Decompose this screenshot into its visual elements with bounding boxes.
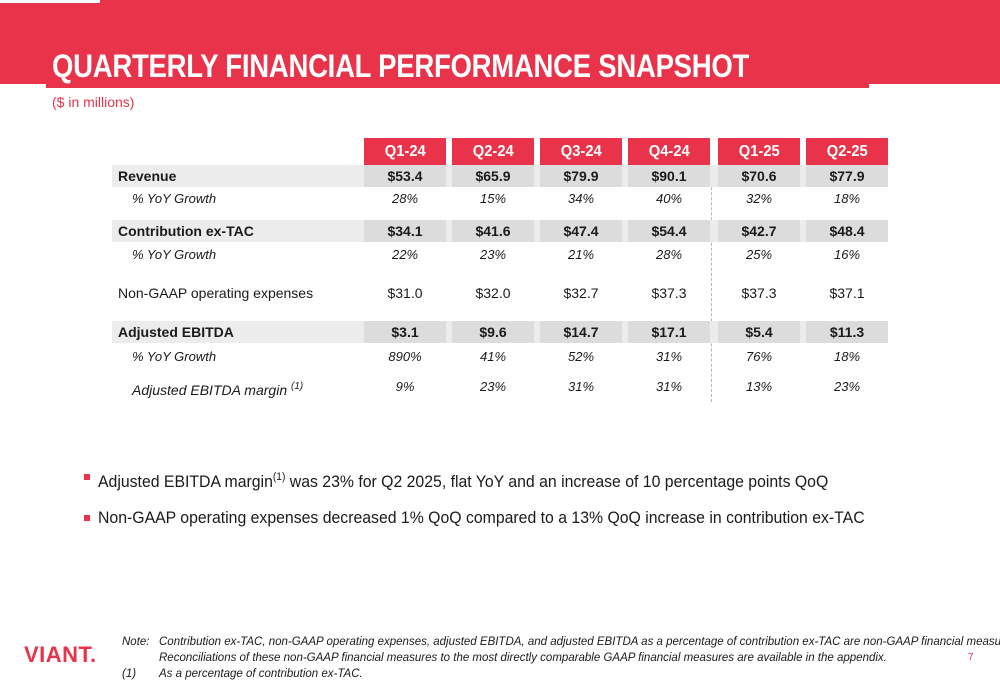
- table-cell: 21%: [567, 247, 595, 262]
- row-label: Adjusted EBITDA margin (1): [132, 381, 304, 398]
- table-row-contribution-growth: % YoY Growth 22% 23% 21% 28% 25% 16%: [112, 244, 888, 266]
- row-label: % YoY Growth: [132, 191, 217, 206]
- units-subtitle: ($ in millions): [52, 94, 135, 110]
- row-label: Non-GAAP operating expenses: [118, 285, 314, 301]
- table-cell: $79.9: [563, 168, 599, 184]
- table-cell: $41.6: [475, 223, 511, 239]
- table-cell: 32%: [745, 191, 773, 206]
- table-cell: $9.6: [479, 324, 507, 340]
- title-box: QUARTERLY FINANCIAL PERFORMANCE SNAPSHOT: [46, 44, 869, 88]
- table-cell: $32.0: [475, 285, 511, 301]
- table-cell: $14.7: [563, 324, 599, 340]
- footnote-ref: (1): [272, 471, 286, 483]
- table-cell: $53.4: [387, 168, 423, 184]
- table-cell: 22%: [391, 247, 419, 262]
- bullet-item: Adjusted EBITDA margin(1) was 23% for Q2…: [84, 466, 964, 493]
- table-cell: $77.9: [829, 168, 865, 184]
- table-cell: 25%: [745, 247, 773, 262]
- table-cell: 40%: [655, 191, 683, 206]
- table-cell: 13%: [745, 379, 773, 394]
- footnote-text: As a percentage of contribution ex-TAC.: [159, 668, 363, 680]
- table-cell: $17.1: [651, 324, 687, 340]
- note-text: Contribution ex-TAC, non-GAAP operating …: [159, 636, 1000, 648]
- table-row-ebitda-growth: % YoY Growth 890% 41% 52% 31% 76% 18%: [112, 346, 888, 368]
- column-header-q2-25: Q2-25: [806, 138, 888, 166]
- table-cell: 18%: [833, 191, 861, 206]
- table-cell: $37.1: [829, 285, 865, 301]
- table-cell: $47.4: [563, 223, 599, 239]
- column-header-q1-25: Q1-25: [718, 138, 800, 166]
- table-row-ebitda: Adjusted EBITDA $3.1 $9.6 $14.7 $17.1 $5…: [112, 321, 888, 343]
- row-label: % YoY Growth: [132, 349, 217, 364]
- table-cell: 28%: [391, 191, 419, 206]
- table-cell: 34%: [567, 191, 595, 206]
- table-cell: $32.7: [563, 285, 599, 301]
- column-header-q1-24: Q1-24: [364, 138, 446, 166]
- table-cell: $11.3: [829, 324, 865, 340]
- table-cell: 28%: [655, 247, 683, 262]
- table-row-opex: Non-GAAP operating expenses $31.0 $32.0 …: [112, 282, 888, 304]
- table-cell: 31%: [567, 379, 595, 394]
- viant-logo: VIANT.: [24, 642, 97, 667]
- header-accent-line: [0, 0, 100, 3]
- year-divider: [711, 172, 712, 402]
- note-label: Note:: [122, 636, 150, 648]
- table-cell: $65.9: [475, 168, 511, 184]
- table-cell: $31.0: [387, 285, 423, 301]
- row-label: Adjusted EBITDA: [118, 324, 234, 340]
- table-cell: $48.4: [829, 223, 865, 239]
- table-cell: 76%: [745, 349, 773, 364]
- note-text: Reconciliations of these non-GAAP financ…: [159, 652, 887, 664]
- table-row-revenue: Revenue $53.4 $65.9 $79.9 $90.1 $70.6 $7…: [112, 165, 888, 187]
- table-cell: $37.3: [741, 285, 777, 301]
- table-cell: $5.4: [745, 324, 773, 340]
- table-cell: 23%: [833, 379, 861, 394]
- bullet-square-icon: [84, 515, 90, 521]
- table-cell: 15%: [479, 191, 507, 206]
- table-cell: 23%: [479, 247, 507, 262]
- row-label: % YoY Growth: [132, 247, 217, 262]
- table-row-contribution: Contribution ex-TAC $34.1 $41.6 $47.4 $5…: [112, 220, 888, 242]
- table-cell: $90.1: [651, 168, 687, 184]
- table-row-ebitda-margin: Adjusted EBITDA margin (1) 9% 23% 31% 31…: [112, 376, 888, 398]
- table-cell: 31%: [655, 349, 683, 364]
- table-row-revenue-growth: % YoY Growth 28% 15% 34% 40% 32% 18%: [112, 188, 888, 210]
- key-takeaways: Adjusted EBITDA margin(1) was 23% for Q2…: [84, 466, 964, 543]
- table-cell: 23%: [479, 379, 507, 394]
- footnote-ref: (1): [291, 381, 304, 392]
- table-cell: $54.4: [651, 223, 687, 239]
- column-header-q4-24: Q4-24: [628, 138, 710, 166]
- financial-table: Q1-24 Q2-24 Q3-24 Q4-24 Q1-25 Q2-25 Reve…: [112, 138, 888, 408]
- table-cell: $34.1: [387, 223, 423, 239]
- table-cell: $37.3: [651, 285, 687, 301]
- table-cell: $70.6: [741, 168, 777, 184]
- table-cell: 31%: [655, 379, 683, 394]
- column-header-q3-24: Q3-24: [540, 138, 622, 166]
- table-cell: 18%: [833, 349, 861, 364]
- footnote-label: (1): [122, 668, 137, 680]
- table-cell: $42.7: [741, 223, 777, 239]
- table-cell: 9%: [395, 379, 415, 394]
- column-header-q2-24: Q2-24: [452, 138, 534, 166]
- row-label: Contribution ex-TAC: [118, 223, 254, 239]
- table-cell: 52%: [567, 349, 595, 364]
- table-cell: 890%: [388, 349, 422, 364]
- page-number: 7: [968, 652, 974, 663]
- table-cell: $3.1: [391, 324, 419, 340]
- bullet-square-icon: [84, 474, 90, 480]
- page-title: QUARTERLY FINANCIAL PERFORMANCE SNAPSHOT: [52, 48, 750, 84]
- bullet-item: Non-GAAP operating expenses decreased 1%…: [84, 507, 964, 529]
- row-label: Revenue: [118, 168, 177, 184]
- table-cell: 16%: [833, 247, 861, 262]
- table-cell: 41%: [479, 349, 507, 364]
